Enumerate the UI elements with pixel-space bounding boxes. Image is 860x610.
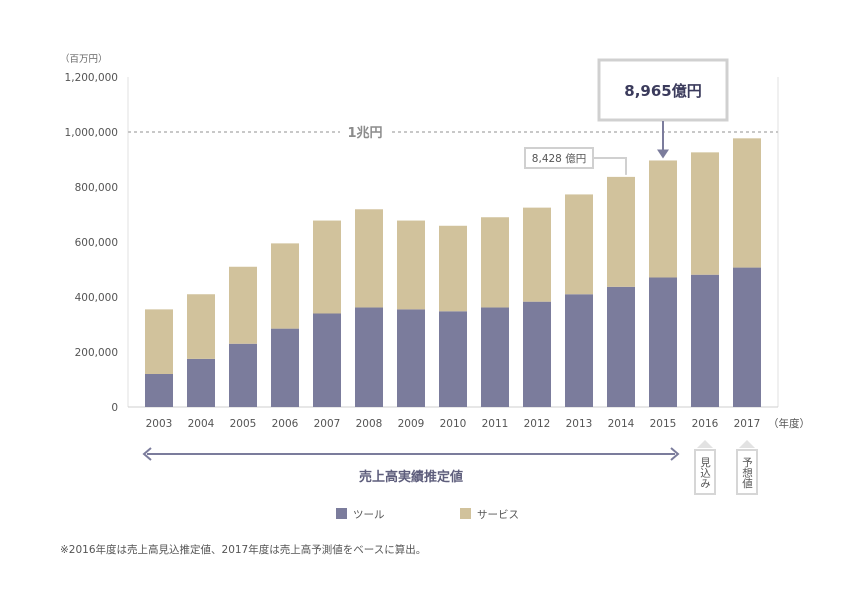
x-tick-label: 2011 [482, 418, 509, 430]
y-tick-label: 0 [111, 402, 118, 414]
bar-service [607, 176, 635, 287]
legend-label-service: サービス [477, 509, 519, 521]
bar-service [397, 220, 425, 310]
y-unit-label: （百万円） [60, 53, 108, 65]
bar-tool [145, 374, 173, 407]
x-tick-label: 2013 [566, 418, 593, 430]
bar-tool [523, 301, 551, 407]
bar-service [523, 207, 551, 302]
x-tick-label: 2008 [356, 418, 383, 430]
bar-service [355, 209, 383, 308]
estimate-2016-tag-box [694, 449, 716, 495]
bar-tool [691, 274, 719, 407]
bar-service [313, 220, 341, 314]
x-tick-label: 2006 [272, 418, 299, 430]
legend-swatch-service [460, 508, 471, 519]
legend-label-tool: ツール [353, 509, 385, 521]
forecast-2017-tag-text: 予想値 [741, 457, 753, 489]
x-tick-label: 2014 [608, 418, 635, 430]
bar-service [229, 266, 257, 344]
legend-swatch-tool [336, 508, 347, 519]
annotation-2014-leader [593, 157, 627, 175]
bar-service [565, 194, 593, 295]
x-tick-label: 2007 [314, 418, 341, 430]
annotation-2014-text: 8,428 億円 [532, 152, 586, 165]
reference-label-bg [340, 120, 390, 144]
y-tick-label: 800,000 [75, 182, 118, 194]
forecast-2017-tag-box [736, 449, 758, 495]
bar-service [271, 243, 299, 329]
bar-service [691, 152, 719, 275]
y-tick-label: 200,000 [75, 347, 118, 359]
annotation-2015-text: 8,965億円 [624, 82, 701, 100]
y-tick-label: 600,000 [75, 237, 118, 249]
bar-tool [439, 311, 467, 407]
actual-range-arrow-right [670, 447, 680, 461]
annotation-2015-box [597, 58, 729, 122]
actual-range-label: 売上高実績推定値 [359, 469, 463, 485]
footnote: ※2016年度は売上高見込推定値、2017年度は売上高予測値をベースに算出。 [60, 543, 426, 556]
bar-tool [313, 313, 341, 407]
bar-tool [733, 267, 761, 407]
bar-service [187, 294, 215, 359]
bar-tool [649, 277, 677, 407]
bar-service [649, 160, 677, 278]
x-tick-label: 2004 [188, 418, 215, 430]
x-tick-label: 2009 [398, 418, 425, 430]
y-tick-label: 1,000,000 [65, 127, 118, 139]
bar-tool [355, 307, 383, 407]
x-tick-label: 2015 [650, 418, 677, 430]
annotation-2014-box [524, 147, 594, 169]
estimate-2016-tag-text: 見込み [699, 457, 711, 489]
y-tick-label: 1,200,000 [65, 72, 118, 84]
x-tick-label: 2012 [524, 418, 551, 430]
bar-tool [607, 286, 635, 407]
estimate-2016-tag-pointer [697, 440, 713, 448]
bar-tool [229, 343, 257, 407]
x-unit-label: （年度） [768, 417, 810, 430]
bar-service [733, 138, 761, 268]
bar-service [481, 217, 509, 308]
bar-tool [481, 307, 509, 407]
x-tick-label: 2003 [146, 418, 173, 430]
x-tick-label: 2005 [230, 418, 257, 430]
x-tick-label: 2017 [734, 418, 761, 430]
y-tick-label: 400,000 [75, 292, 118, 304]
annotation-2015-arrow-head [657, 149, 669, 159]
reference-label: 1兆円 [347, 125, 382, 141]
bar-tool [271, 328, 299, 407]
bar-tool [565, 294, 593, 407]
x-tick-label: 2016 [692, 418, 719, 430]
x-tick-label: 2010 [440, 418, 467, 430]
forecast-2017-tag-pointer [739, 440, 755, 448]
bar-tool [187, 358, 215, 407]
bar-service [439, 225, 467, 312]
bar-tool [397, 309, 425, 407]
actual-range-arrow-left [142, 447, 152, 461]
bar-service [145, 309, 173, 374]
